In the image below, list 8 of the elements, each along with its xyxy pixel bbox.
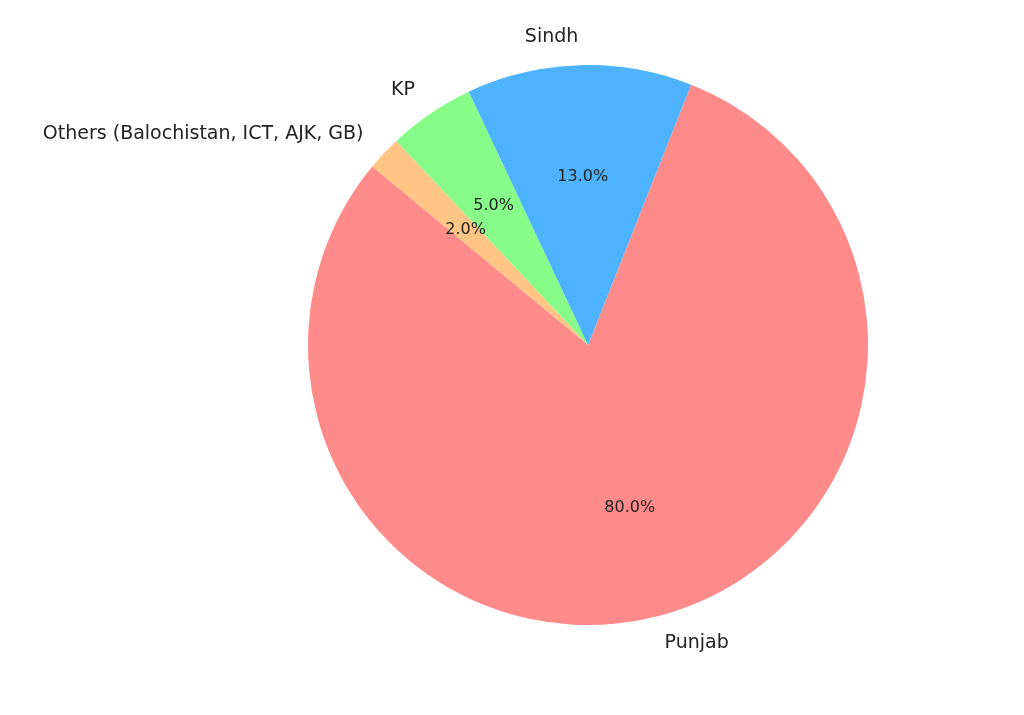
slice-label: KP <box>390 77 415 100</box>
slice-label: Punjab <box>664 630 729 653</box>
slice-label: Others (Balochistan, ICT, AJK, GB) <box>42 121 364 144</box>
data-label: 2.0% <box>445 219 486 239</box>
data-label: 13.0% <box>557 166 609 186</box>
data-label: 5.0% <box>473 195 514 215</box>
data-label: 80.0% <box>604 496 656 516</box>
slice-label: Sindh <box>524 24 579 47</box>
